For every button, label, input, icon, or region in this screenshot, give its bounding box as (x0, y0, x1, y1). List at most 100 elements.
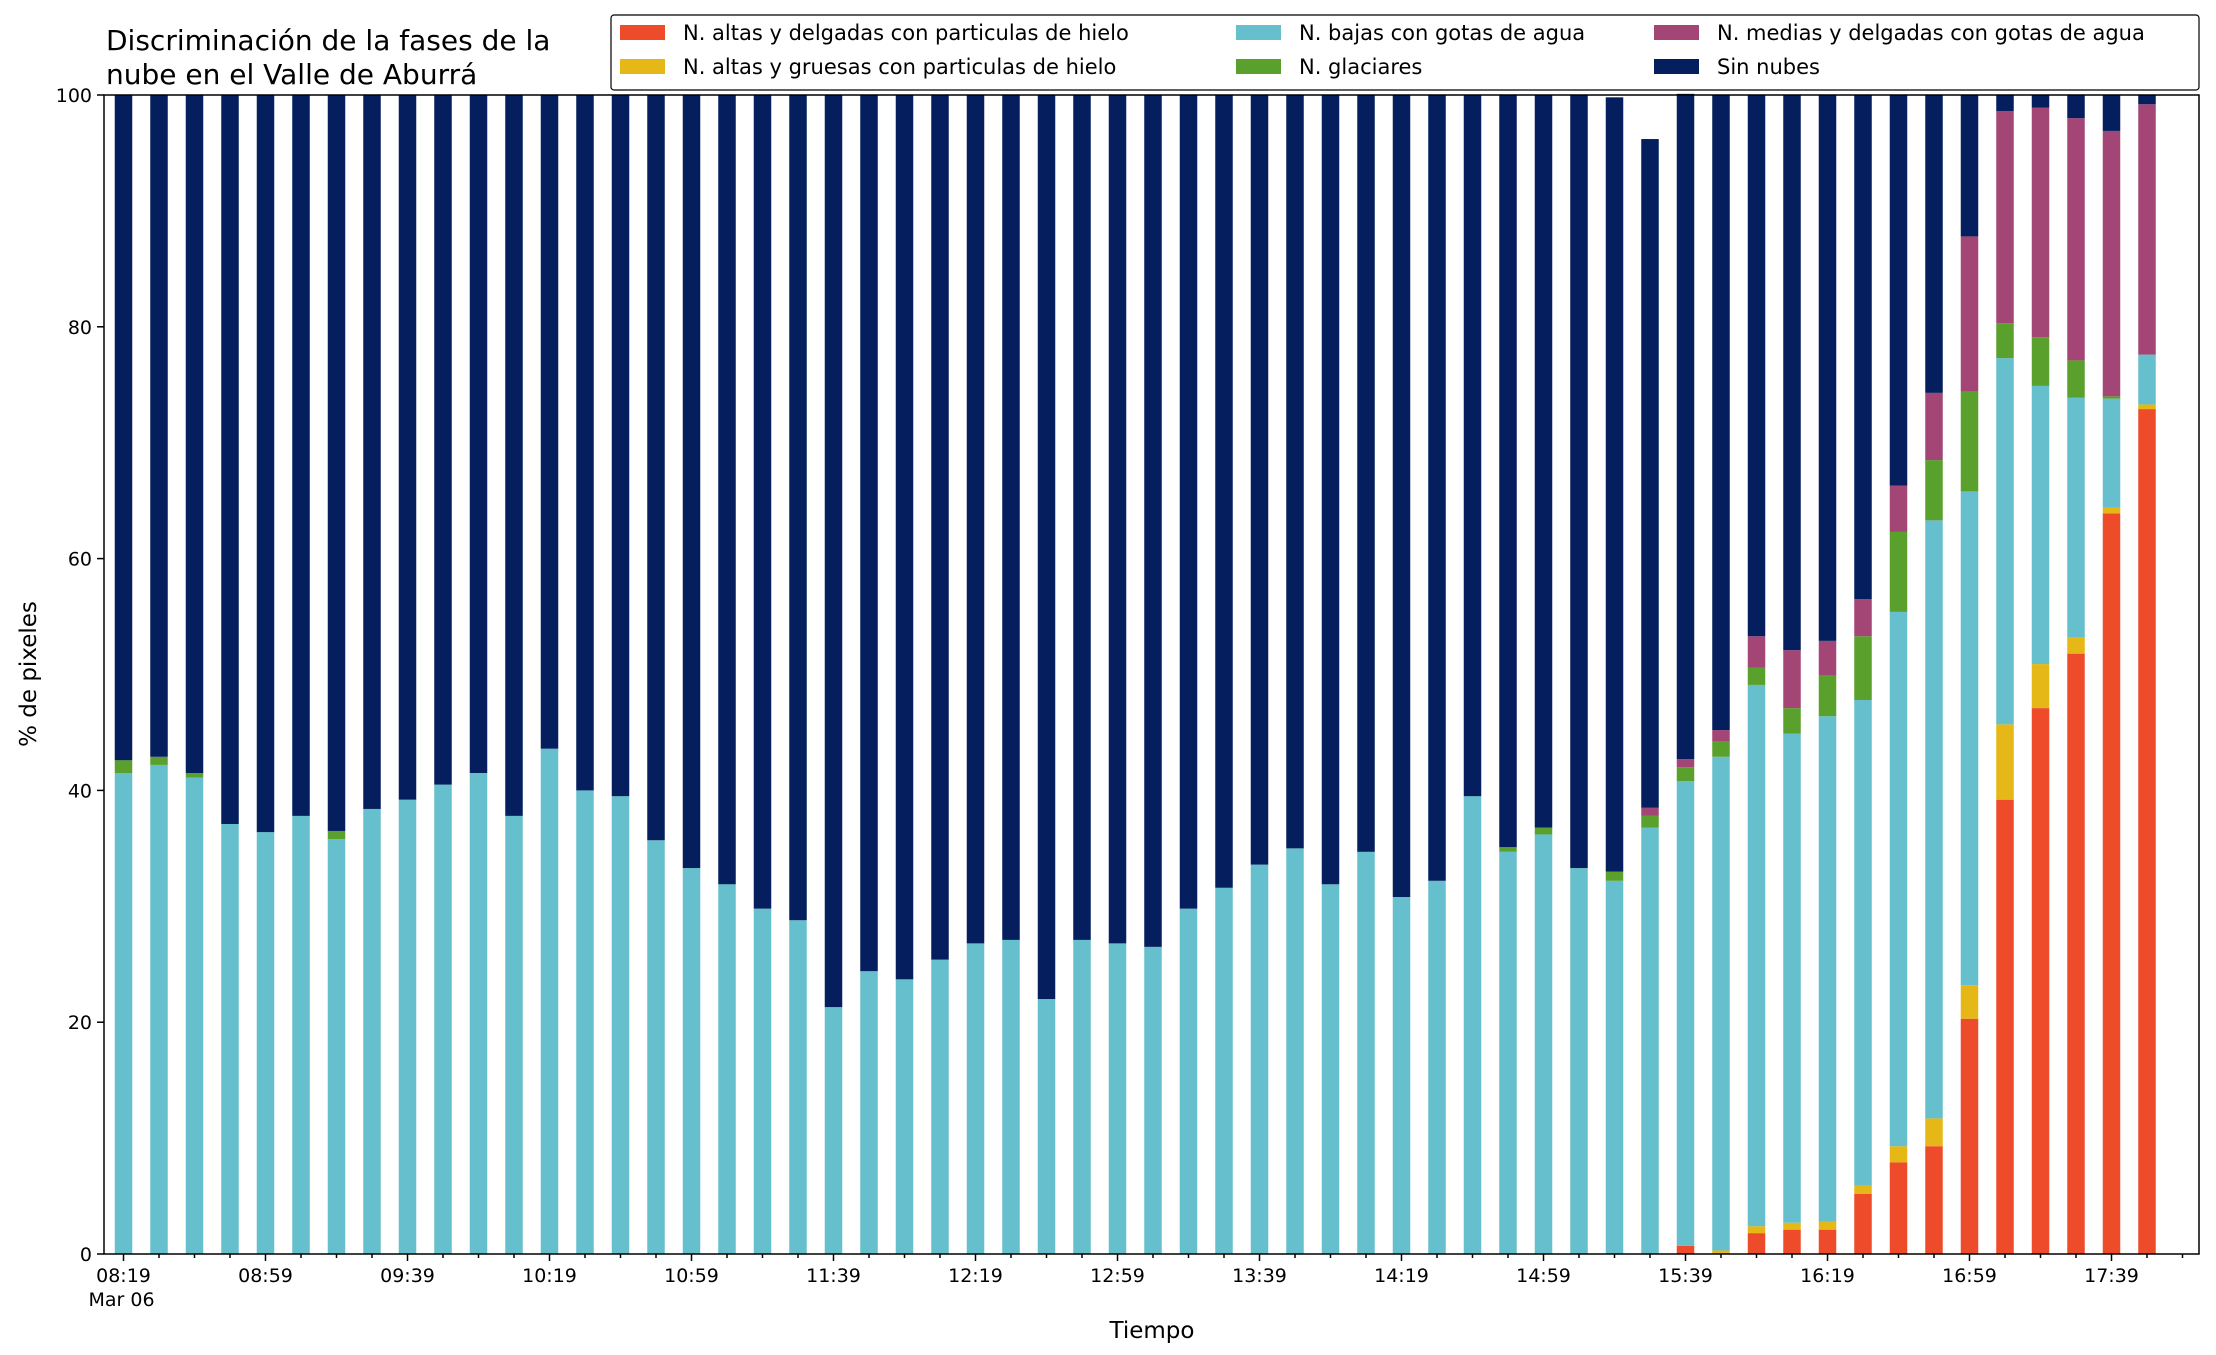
bar-segment-1-51 (1925, 1118, 1943, 1147)
bar-segment-5-55 (2067, 95, 2085, 119)
bar-segment-0-44 (1676, 1245, 1695, 1254)
legend-swatch-2 (1236, 25, 1281, 40)
bar-segment-5-9 (434, 95, 452, 785)
x-tick-label: 11:39 (806, 1265, 861, 1287)
bar-segment-5-22 (895, 95, 914, 980)
bar-segment-2-40 (1534, 834, 1553, 1254)
bar-segment-1-45 (1712, 1250, 1730, 1254)
bar-segment-4-48 (1818, 640, 1837, 676)
bar-segment-3-0 (114, 760, 133, 774)
bar-segment-4-51 (1925, 392, 1943, 461)
bar-segment-5-24 (966, 95, 985, 944)
x-tick-label: 13:39 (1232, 1265, 1287, 1287)
y-tick-label: 20 (68, 1012, 92, 1034)
bar-segment-4-57 (2138, 104, 2156, 355)
bar-segment-2-1 (150, 764, 168, 1254)
x-tick-label: 12:59 (1090, 1265, 1145, 1287)
x-tick-label: 09:39 (380, 1265, 435, 1287)
bar-segment-2-7 (363, 808, 381, 1254)
bar-segment-5-8 (398, 95, 417, 800)
bar-segment-0-57 (2138, 409, 2156, 1254)
legend-label-0: N. altas y delgadas con particulas de hi… (683, 21, 1129, 45)
bar-segment-2-11 (505, 815, 523, 1254)
bar-segment-4-53 (1996, 111, 2014, 324)
bar-segment-5-39 (1499, 95, 1517, 848)
bar-segment-2-21 (860, 971, 878, 1254)
bar-segment-5-4 (256, 95, 275, 833)
bar-segment-4-44 (1676, 759, 1695, 768)
bar-segment-1-53 (1996, 724, 2014, 800)
bar-segment-2-31 (1215, 887, 1233, 1254)
bar-segment-2-43 (1641, 827, 1659, 1254)
bar-segment-2-22 (895, 979, 914, 1254)
x-tick-label: 17:39 (2084, 1265, 2139, 1287)
bar-segment-3-40 (1534, 827, 1553, 835)
y-axis: 0 20 40 60 80 100 (56, 85, 104, 1266)
bar-segment-2-45 (1712, 756, 1730, 1251)
bar-segment-3-51 (1925, 460, 1943, 521)
bar-segment-2-23 (931, 959, 949, 1254)
x-axis-label: Tiempo (1109, 1318, 1195, 1344)
bar-segment-5-53 (1996, 95, 2014, 112)
bar-segment-5-19 (789, 95, 807, 921)
bar-segment-5-12 (540, 95, 559, 749)
x-tick-label: 10:19 (522, 1265, 577, 1287)
bar-segment-1-49 (1854, 1185, 1872, 1194)
bar-segment-4-52 (1960, 236, 1979, 392)
bar-segment-2-39 (1499, 851, 1517, 1254)
bar-segment-2-52 (1960, 491, 1979, 986)
bar-segment-5-18 (753, 95, 772, 909)
bar-segment-0-46 (1747, 1233, 1766, 1254)
bar-segment-5-31 (1215, 95, 1233, 888)
bar-segment-3-43 (1641, 815, 1659, 828)
bar-segment-1-46 (1747, 1226, 1766, 1234)
bar-segment-1-55 (2067, 637, 2085, 654)
bar-segment-3-6 (327, 830, 346, 840)
bar-segment-5-23 (931, 95, 949, 960)
y-tick-label: 60 (68, 549, 92, 571)
bar-segment-2-53 (1996, 358, 2014, 725)
bar-segment-3-48 (1818, 675, 1837, 717)
legend-label-4: N. medias y delgadas con gotas de agua (1717, 21, 2145, 45)
bar-segment-5-47 (1783, 95, 1801, 651)
bar-segment-4-46 (1747, 636, 1766, 668)
bar-segment-2-9 (434, 784, 452, 1254)
legend-swatch-5 (1654, 59, 1699, 74)
bar-segment-4-54 (2031, 107, 2050, 338)
bar-segment-2-15 (647, 840, 665, 1254)
bar-segment-3-53 (1996, 323, 2014, 359)
bar-segment-0-54 (2031, 708, 2050, 1254)
bar-segment-5-37 (1428, 95, 1446, 881)
bar-segment-0-47 (1783, 1229, 1801, 1254)
bar-segment-5-26 (1037, 95, 1056, 1000)
legend-swatch-0 (620, 25, 665, 40)
bar-segment-5-40 (1534, 95, 1553, 828)
bar-segment-2-56 (2102, 398, 2121, 508)
bar-segment-5-56 (2102, 95, 2121, 131)
bar-segment-0-50 (1889, 1162, 1908, 1254)
bar-segment-2-6 (327, 839, 346, 1254)
legend-swatch-3 (1236, 59, 1281, 74)
bar-segment-5-7 (363, 95, 381, 809)
bar-segment-5-43 (1641, 139, 1659, 808)
bar-segment-5-28 (1108, 95, 1127, 944)
bar-segment-2-55 (2067, 397, 2085, 638)
bar-segment-5-20 (824, 95, 843, 1008)
bar-segment-2-38 (1463, 796, 1482, 1254)
x-tick-label: 14:59 (1516, 1265, 1571, 1287)
bar-segment-2-54 (2031, 385, 2050, 665)
legend-label-3: N. glaciares (1299, 55, 1422, 79)
bar-segment-2-3 (221, 824, 239, 1254)
bar-segment-5-35 (1357, 95, 1375, 852)
bar-segment-2-4 (256, 832, 275, 1254)
legend-label-5: Sin nubes (1717, 55, 1820, 79)
bar-segment-3-55 (2067, 360, 2085, 398)
bar-segment-4-55 (2067, 118, 2085, 361)
bar-segment-2-5 (292, 815, 310, 1254)
bar-segment-2-51 (1925, 520, 1943, 1119)
bar-segment-2-42 (1605, 880, 1624, 1254)
bar-segment-5-14 (611, 95, 630, 797)
bar-segment-2-49 (1854, 699, 1872, 1186)
bar-segment-3-52 (1960, 391, 1979, 492)
